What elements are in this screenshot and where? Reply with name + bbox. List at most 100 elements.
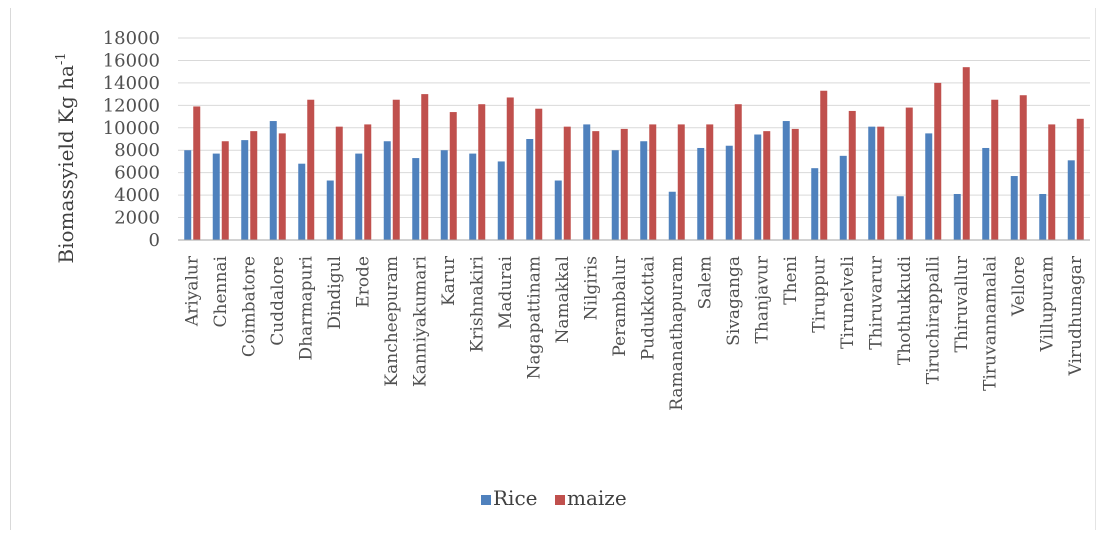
- y-axis-ticks: 0200040006000800010000120001400016000180…: [103, 28, 160, 251]
- y-tick-label: 6000: [114, 163, 160, 184]
- bar-rice: [355, 153, 363, 240]
- y-axis-label-superscript: -1: [54, 52, 69, 65]
- bar-maize: [991, 99, 999, 240]
- y-tick-label: 8000: [114, 140, 160, 161]
- x-tick-label: Cuddalore: [268, 256, 288, 346]
- x-tick-label: Coimbatore: [239, 256, 259, 357]
- x-tick-label: Karur: [439, 255, 459, 306]
- bar-maize: [364, 124, 372, 240]
- x-tick-label: Chennai: [211, 255, 231, 327]
- bar-rice: [754, 134, 762, 240]
- x-tick-label: Ariyalur: [182, 255, 202, 327]
- x-tick-label: Salem: [695, 256, 715, 309]
- x-tick-label: Thiruvarur: [866, 255, 886, 350]
- bar-maize: [763, 131, 771, 240]
- y-tick-label: 10000: [103, 118, 160, 139]
- bar-rice: [497, 161, 505, 240]
- x-axis-categories: Ariyalur Chennai Coimbatore Cuddalore Dharma…: [182, 255, 1086, 411]
- bar-rice: [953, 193, 961, 240]
- x-tick-label: Thiruvallur: [952, 255, 972, 352]
- x-tick-label: Pudukkottai: [638, 255, 658, 360]
- x-tick-label: Nagapattinam: [524, 256, 544, 379]
- bar-maize: [820, 90, 828, 240]
- bar-rice: [269, 121, 277, 240]
- legend: Rice maize: [481, 486, 627, 510]
- bar-rice: [326, 180, 334, 240]
- bar-maize: [563, 126, 571, 240]
- bar-rice: [782, 121, 790, 240]
- bar-rice: [725, 145, 733, 240]
- bar-maize: [1019, 95, 1027, 240]
- bar-rice: [839, 155, 847, 240]
- y-tick-label: 2000: [114, 208, 160, 229]
- bar-rice: [554, 180, 562, 240]
- bar-maize: [421, 94, 429, 240]
- bar-maize: [193, 106, 201, 240]
- bar-maize: [905, 107, 913, 240]
- x-tick-label: Kanniyakumari: [410, 255, 430, 387]
- bar-rice: [868, 126, 876, 240]
- y-tick-label: 0: [149, 230, 160, 251]
- legend-label-rice: Rice: [493, 486, 538, 510]
- gridlines: [178, 37, 1090, 219]
- x-tick-label: Nilgiris: [581, 256, 601, 320]
- bar-rice: [241, 140, 249, 240]
- legend-swatch-maize: [555, 495, 565, 505]
- x-tick-label: Theni: [781, 255, 801, 304]
- y-tick-label: 16000: [103, 50, 160, 71]
- x-tick-label: Madurai: [496, 255, 516, 329]
- bar-rice: [1067, 160, 1075, 240]
- x-tick-label: Sivaganga: [724, 256, 744, 346]
- x-tick-label: Virudhunagar: [1066, 255, 1086, 376]
- bar-maize: [1076, 118, 1084, 240]
- x-tick-label: Erode: [353, 256, 373, 308]
- bars: [184, 67, 1084, 240]
- bar-maize: [535, 108, 543, 240]
- bar-rice: [1039, 193, 1047, 240]
- bar-maize: [307, 99, 315, 240]
- bar-rice: [896, 196, 904, 240]
- legend-label-maize: maize: [567, 486, 627, 510]
- x-tick-label: Dharmapuri: [296, 255, 316, 360]
- bar-rice: [440, 150, 448, 240]
- x-tick-label: Perambalur: [610, 255, 630, 357]
- bar-rice: [412, 158, 420, 240]
- x-tick-label: Krishnakiri: [467, 255, 487, 352]
- bar-maize: [620, 128, 628, 240]
- bar-maize: [478, 104, 486, 240]
- bar-maize: [934, 82, 942, 240]
- bar-maize: [592, 131, 600, 240]
- x-tick-label: Thanjavur: [752, 255, 772, 343]
- bar-maize: [706, 124, 714, 240]
- bar-maize: [250, 131, 258, 240]
- legend-swatch-rice: [481, 495, 491, 505]
- bar-maize: [677, 124, 685, 240]
- x-tick-label: Tiruppur: [809, 255, 829, 333]
- x-tick-label: Vellore: [1009, 256, 1029, 317]
- bar-rice: [611, 150, 619, 240]
- bar-rice: [526, 139, 534, 240]
- chart-frame: [10, 8, 1096, 530]
- y-tick-label: 4000: [114, 185, 160, 206]
- bar-rice: [184, 150, 192, 240]
- bar-rice: [1010, 176, 1018, 240]
- bar-maize: [1048, 124, 1056, 240]
- bar-rice: [583, 124, 591, 240]
- bar-maize: [221, 141, 229, 240]
- bar-maize: [848, 110, 856, 240]
- bar-maize: [791, 128, 799, 240]
- x-tick-label: Tiruvannamalai: [980, 255, 1000, 390]
- x-tick-label: Ramanathapuram: [667, 256, 687, 411]
- bar-maize: [877, 126, 885, 240]
- y-axis-label-text: Biomassyield Kg ha: [54, 65, 78, 264]
- x-tick-label: Tirunelveli: [838, 255, 858, 348]
- bar-maize: [335, 126, 343, 240]
- bar-rice: [668, 191, 676, 240]
- bar-rice: [925, 133, 933, 240]
- x-tick-label: Tiruchirappalli: [923, 255, 943, 384]
- x-tick-label: Thothukkudi: [895, 255, 915, 365]
- y-tick-label: 18000: [103, 28, 160, 49]
- x-tick-label: Dindigul: [325, 256, 345, 330]
- bar-rice: [982, 147, 990, 240]
